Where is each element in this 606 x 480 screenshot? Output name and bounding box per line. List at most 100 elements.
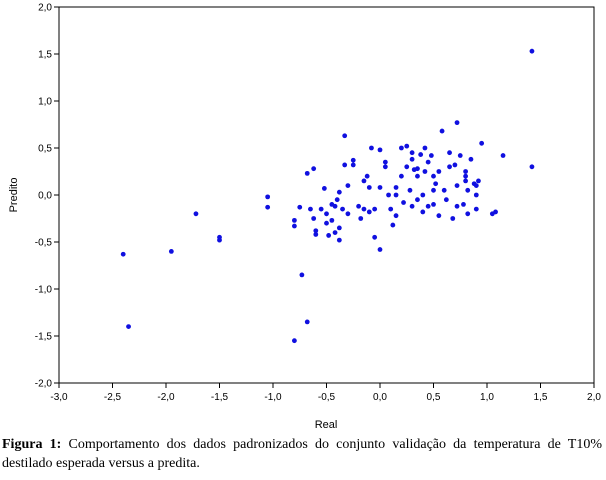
data-point [388,206,394,212]
data-point [431,187,436,193]
data-point [304,319,310,325]
y-tick-label: 0,0 [38,191,52,202]
data-point [345,211,351,217]
data-point [404,164,410,170]
data-point [377,247,383,252]
data-point [372,206,378,212]
data-point [436,169,442,174]
data-point [336,237,342,243]
data-point [358,216,364,221]
data-point [399,173,404,179]
y-tick-label: -2,0 [35,379,53,390]
data-point [399,145,404,151]
data-point [336,189,342,195]
data-point [377,147,383,153]
data-point [126,324,131,329]
data-point [428,153,434,158]
data-point [393,192,399,198]
data-point [436,213,442,219]
data-point [324,211,329,217]
data-point [463,173,468,179]
data-point [422,169,428,174]
data-point [382,159,388,165]
data-point [308,206,313,212]
data-point [265,194,271,200]
x-tick-label: 1,0 [480,392,494,403]
data-point [529,164,535,170]
x-tick-label: -2,5 [104,392,122,403]
data-point [332,203,338,209]
y-tick-label: -1,5 [35,332,53,343]
data-point [447,150,452,156]
data-point [473,183,479,189]
data-point [415,166,420,172]
figure-caption: Figura 1: Comportamento dos dados padron… [2,435,602,473]
data-point [425,203,431,209]
data-point [304,170,310,176]
x-tick-label: 0,0 [373,392,387,403]
data-point [299,272,305,278]
data-point [422,145,428,151]
y-tick-label: -0,5 [35,238,53,249]
x-tick-label: -2,0 [157,392,175,403]
x-axis-ticks: -3,0 -2,5 -2,0 -1,5 -1,0 -0,5 0,0 0,5 1,0 1,5 2,0 [50,383,601,403]
data-point [336,225,342,231]
data-point [340,206,345,212]
data-point [120,251,126,257]
data-point [404,143,410,149]
data-point [473,192,479,198]
data-point [318,206,324,212]
data-point [356,203,361,209]
data-point [292,338,297,344]
data-point [326,233,332,238]
data-point [476,178,481,184]
data-point [463,169,468,174]
plot-frame [58,6,595,384]
data-points [120,48,535,344]
data-point [454,203,460,209]
data-point [418,152,424,157]
data-point [415,173,420,179]
data-point [409,203,415,209]
x-tick-label: 2,0 [587,392,601,403]
data-point [382,164,388,170]
data-point [409,156,415,162]
data-point [420,209,426,215]
data-point [457,153,463,158]
data-point [447,164,452,170]
data-point [425,159,431,165]
data-point [345,183,351,189]
data-point [364,173,370,179]
data-point [420,192,426,198]
data-point [292,223,297,229]
data-point [465,187,471,193]
data-point [393,213,399,219]
data-point [386,192,391,198]
data-point [366,209,372,215]
data-point [334,197,340,203]
data-point [369,145,374,151]
data-point [342,133,348,139]
data-point [324,220,329,226]
data-point [473,206,479,212]
data-point [465,211,471,217]
data-point [350,162,356,168]
data-point [393,185,399,190]
data-point [193,211,199,217]
data-point [311,166,317,172]
data-point [297,204,303,210]
data-point [168,249,174,254]
data-point [493,209,498,215]
data-point [361,206,367,212]
data-point [377,185,383,190]
y-axis-ticks: 2,0 1,5 1,0 0,5 0,0 -0,5 -1,0 -1,5 -2,0 [35,3,59,390]
y-tick-label: -1,0 [35,285,53,296]
data-point [454,120,460,126]
x-tick-label: -1,5 [211,392,229,403]
data-point [313,232,319,237]
data-point [468,156,474,162]
data-point [401,200,406,205]
data-point [407,187,413,193]
x-axis-title: Real [315,419,338,430]
data-point [265,204,271,210]
